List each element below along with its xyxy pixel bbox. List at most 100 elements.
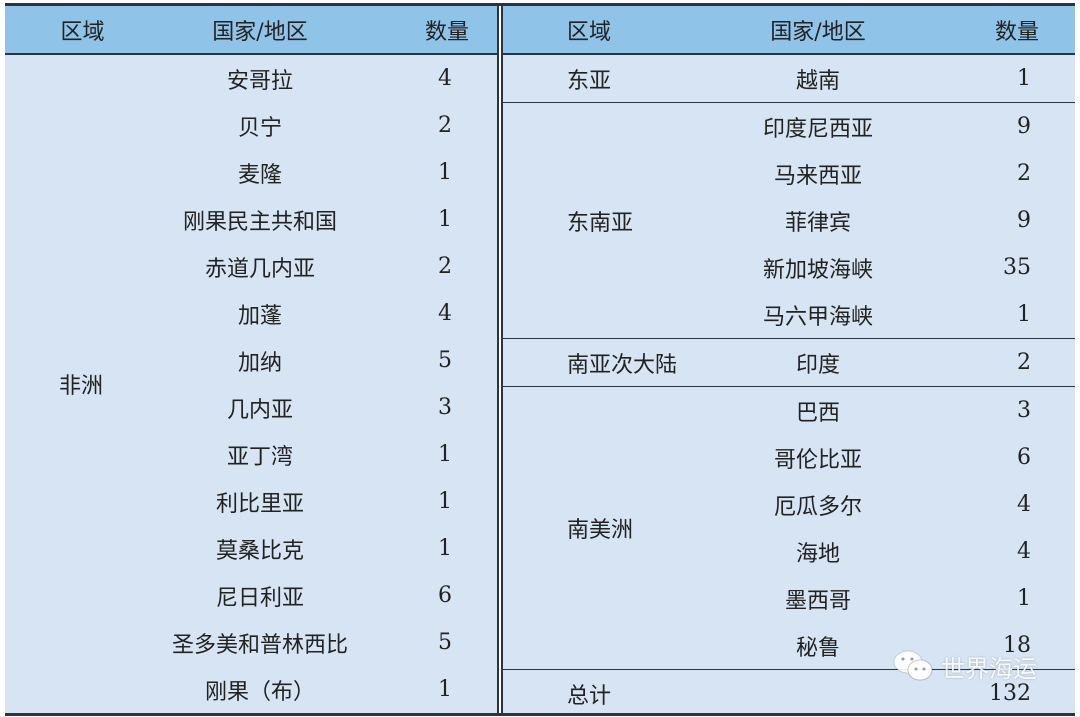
count-cell: 1 bbox=[438, 536, 452, 561]
count-cell: 2 bbox=[438, 113, 452, 138]
country-cell: 安哥拉 bbox=[226, 68, 293, 94]
header-region: 区域 bbox=[5, 6, 160, 55]
table-row: 亚丁湾 1 bbox=[5, 431, 497, 478]
country-cell: 刚果民主共和国 bbox=[182, 209, 337, 235]
table-row: 赤道几内亚 2 bbox=[5, 243, 497, 290]
header-row: 区域 国家/地区 数量 bbox=[5, 6, 497, 55]
count-cell: 35 bbox=[1003, 255, 1031, 280]
count-cell: 1 bbox=[438, 677, 452, 702]
table-row: 海地 4 bbox=[503, 528, 1075, 575]
count-cell: 6 bbox=[1017, 445, 1031, 470]
empty-cell bbox=[683, 669, 953, 717]
country-cell: 厄瓜多尔 bbox=[773, 494, 862, 520]
total-count: 132 bbox=[953, 669, 1075, 717]
table-row: 加纳 5 bbox=[5, 337, 497, 384]
table-row: 非洲 安哥拉 4 bbox=[5, 54, 497, 399]
count-cell: 1 bbox=[438, 207, 452, 232]
country-cell: 印度 bbox=[683, 338, 953, 387]
country-cell: 印度尼西亚 bbox=[683, 102, 953, 150]
table-divider bbox=[497, 6, 503, 713]
country-cell: 马来西亚 bbox=[773, 163, 862, 189]
table-row: 莫桑比克 1 bbox=[5, 525, 497, 572]
country-cell: 尼日利亚 bbox=[215, 585, 304, 611]
region-cell: 东南亚 bbox=[503, 102, 683, 339]
right-table: 区域 国家/地区 数量 东亚 越南 1 东南亚 印度尼西亚 9 马来西亚 2 菲律宾 9 新加坡海峡… bbox=[503, 6, 1075, 717]
wechat-icon bbox=[893, 650, 933, 681]
country-cell: 马六甲海峡 bbox=[762, 304, 873, 330]
table-row: 秘鲁 18 bbox=[503, 622, 1075, 670]
count-cell: 1 bbox=[1017, 66, 1031, 91]
count-cell: 9 bbox=[953, 102, 1075, 150]
header-region: 区域 bbox=[503, 6, 683, 55]
count-cell: 1 bbox=[438, 442, 452, 467]
table-row: 马六甲海峡 1 bbox=[503, 291, 1075, 339]
region-cell: 南亚次大陆 bbox=[503, 338, 683, 387]
count-cell: 3 bbox=[438, 395, 452, 420]
header-count: 数量 bbox=[953, 6, 1075, 55]
country-cell: 海地 bbox=[795, 541, 840, 567]
count-cell: 2 bbox=[953, 338, 1075, 387]
country-cell: 亚丁湾 bbox=[226, 444, 293, 470]
count-cell: 4 bbox=[1017, 492, 1031, 517]
table-row: 几内亚 3 bbox=[5, 384, 497, 431]
country-cell: 利比里亚 bbox=[215, 491, 304, 517]
country-cell: 墨西哥 bbox=[784, 588, 851, 614]
table-row: 刚果民主共和国 1 bbox=[5, 196, 497, 243]
count-cell: 9 bbox=[1017, 208, 1031, 233]
region-cell: 东亚 bbox=[567, 68, 612, 94]
country-cell: 越南 bbox=[795, 68, 840, 94]
table-row: 墨西哥 1 bbox=[503, 575, 1075, 622]
header-country: 国家/地区 bbox=[160, 6, 360, 55]
table-row: 贝宁 2 bbox=[5, 102, 497, 149]
count-cell: 4 bbox=[438, 301, 452, 326]
country-cell: 莫桑比克 bbox=[215, 538, 304, 564]
country-cell: 新加坡海峡 bbox=[762, 257, 873, 283]
table-row: 利比里亚 1 bbox=[5, 478, 497, 525]
country-cell: 刚果（布） bbox=[204, 679, 315, 705]
watermark-text: 世界海运 bbox=[941, 654, 1037, 683]
table-row: 麦隆 1 bbox=[5, 149, 497, 196]
country-cell: 麦隆 bbox=[237, 162, 282, 188]
country-cell: 加纳 bbox=[237, 350, 282, 376]
header-row: 区域 国家/地区 数量 bbox=[503, 6, 1075, 55]
table-row: 厄瓜多尔 4 bbox=[503, 481, 1075, 528]
count-cell: 1 bbox=[438, 489, 452, 514]
count-cell: 2 bbox=[1017, 161, 1031, 186]
left-table: 区域 国家/地区 数量 非洲 安哥拉 4 贝宁 2 麦隆 1 刚果民主共和国 1 赤道几内亚 2 加蓬… bbox=[5, 6, 497, 713]
country-cell: 赤道几内亚 bbox=[204, 256, 315, 282]
total-row: 总计 132 bbox=[503, 669, 1075, 717]
country-cell: 哥伦比亚 bbox=[773, 447, 862, 473]
country-cell: 秘鲁 bbox=[795, 635, 840, 661]
table-row: 东亚 越南 1 bbox=[503, 54, 1075, 103]
total-label: 总计 bbox=[503, 669, 683, 717]
country-cell: 贝宁 bbox=[237, 115, 282, 141]
country-cell: 几内亚 bbox=[226, 397, 293, 423]
header-country: 国家/地区 bbox=[683, 6, 953, 55]
count-cell: 3 bbox=[953, 386, 1075, 434]
header-count: 数量 bbox=[360, 6, 497, 55]
table-row: 尼日利亚 6 bbox=[5, 572, 497, 619]
count-cell: 4 bbox=[438, 66, 452, 91]
region-cell: 非洲 bbox=[59, 374, 104, 399]
count-cell: 5 bbox=[438, 348, 452, 373]
region-cell: 南美洲 bbox=[503, 386, 683, 670]
data-table: 区域 国家/地区 数量 非洲 安哥拉 4 贝宁 2 麦隆 1 刚果民主共和国 1 赤道几内亚 2 加蓬… bbox=[5, 3, 1075, 717]
table-row: 加蓬 4 bbox=[5, 290, 497, 337]
table-row: 刚果（布） 1 bbox=[5, 666, 497, 713]
table-row: 哥伦比亚 6 bbox=[503, 434, 1075, 481]
country-cell: 加蓬 bbox=[237, 303, 282, 329]
table-row: 新加坡海峡 35 bbox=[503, 244, 1075, 291]
table-row: 南美洲 巴西 3 bbox=[503, 386, 1075, 670]
count-cell: 4 bbox=[1017, 539, 1031, 564]
table-row: 菲律宾 9 bbox=[503, 197, 1075, 244]
table-row: 东南亚 印度尼西亚 9 bbox=[503, 102, 1075, 339]
count-cell: 1 bbox=[1017, 302, 1031, 327]
table-row: 南亚次大陆 印度 2 bbox=[503, 338, 1075, 387]
country-cell: 菲律宾 bbox=[784, 210, 851, 236]
watermark: 世界海运 bbox=[893, 648, 1037, 684]
count-cell: 6 bbox=[438, 583, 452, 608]
count-cell: 2 bbox=[438, 254, 452, 279]
table-row: 圣多美和普林西比 5 bbox=[5, 619, 497, 666]
country-cell: 圣多美和普林西比 bbox=[171, 632, 348, 658]
count-cell: 18 bbox=[1003, 633, 1031, 658]
